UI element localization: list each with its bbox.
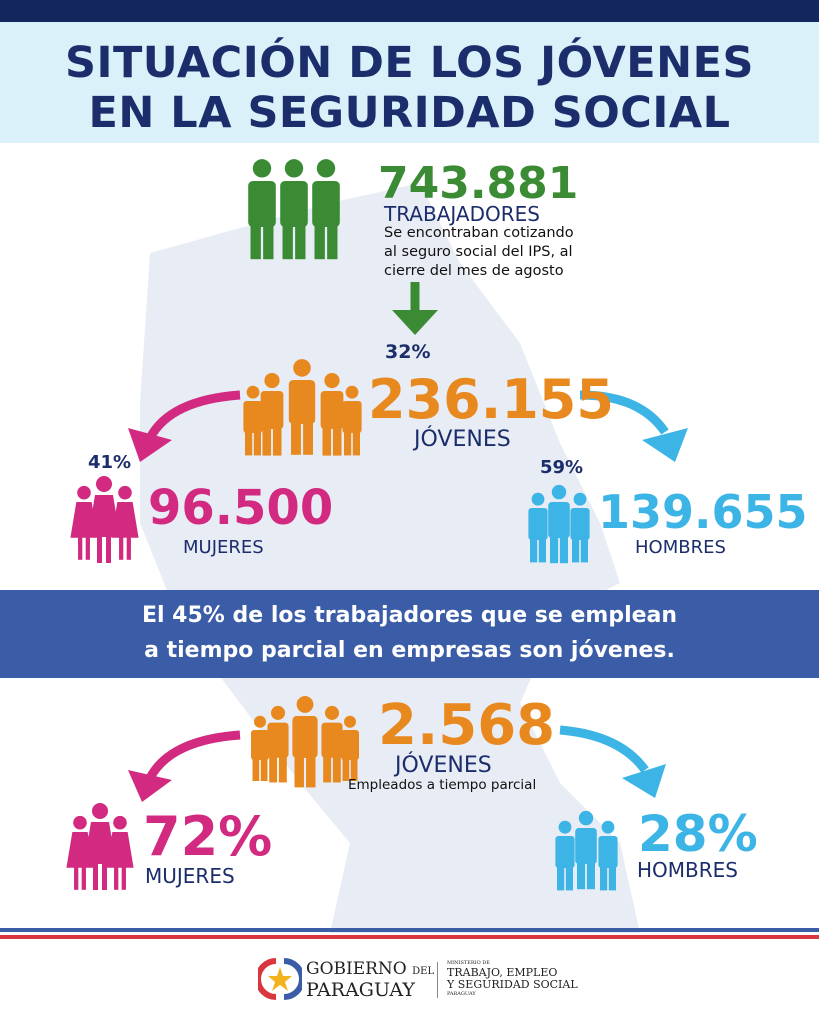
workers-desc-3: cierre del mes de agosto [384,263,564,279]
parttime-men-label: HOMBRES [637,858,738,882]
banner-line-2: a tiempo parcial en empresas son jóvenes… [144,638,675,663]
parttime-women-value: 72% [143,805,273,868]
women-percent: 41% [88,452,132,473]
cyan-curved-arrow-2-icon [559,725,666,798]
youth-percent: 32% [385,341,431,363]
parttime-youth-group-icon [251,696,359,788]
green-down-arrow-icon [392,282,438,335]
stripe-blue [0,928,819,932]
women-label: MUJERES [183,537,264,558]
title-line-2: EN LA SEGURIDAD SOCIAL [88,88,731,138]
women-value: 96.500 [148,480,334,536]
ministry-line-1: TRABAJO, EMPLEO [447,966,558,979]
government-seal-logo [255,957,305,1001]
gov-name-1: GOBIERNO [306,959,407,979]
workers-value: 743.881 [378,158,579,209]
men-value: 139.655 [598,485,808,539]
parttime-women-label: MUJERES [145,864,235,888]
parttime-desc: Empleados a tiempo parcial [348,777,537,793]
parttime-women-group-icon [66,803,134,890]
stripe-red [0,935,819,939]
map-silhouette [140,183,640,933]
men-percent: 59% [540,457,584,478]
ministry-small: MINISTERIO DE [447,960,490,966]
workers-group-icon [248,159,340,260]
magenta-curved-arrow-2-icon [128,730,241,802]
parttime-men-value: 28% [638,805,758,863]
men-group-icon [528,484,590,564]
magenta-curved-arrow-icon [128,390,241,462]
gov-del: DEL [412,966,435,977]
youth-value: 236.155 [368,368,614,431]
top-bar [0,0,819,22]
header [0,22,819,143]
workers-desc-1: Se encontraban cotizando [384,225,574,241]
ministry-line-2: Y SEGURIDAD SOCIAL [447,978,578,991]
parttime-value: 2.568 [378,693,556,758]
info-banner [0,590,819,678]
parttime-label: JÓVENES [395,753,492,778]
cyan-curved-arrow-icon [579,390,688,462]
parttime-men-group-icon [555,810,618,891]
youth-group-icon [243,359,362,456]
title-line-1: SITUACIÓN DE LOS JÓVENES [64,38,755,88]
youth-label: JÓVENES [414,427,511,452]
footer-divider [437,962,438,998]
banner-line-1: El 45% de los trabajadores que se emplea… [141,603,678,628]
gov-name-2: PARAGUAY [306,979,415,1001]
women-group-icon [70,476,139,563]
workers-desc-2: al seguro social del IPS, al [384,244,573,260]
workers-label: TRABAJADORES [384,202,540,226]
men-label: HOMBRES [635,537,726,558]
ministry-country: PARAGUAY [447,991,476,997]
